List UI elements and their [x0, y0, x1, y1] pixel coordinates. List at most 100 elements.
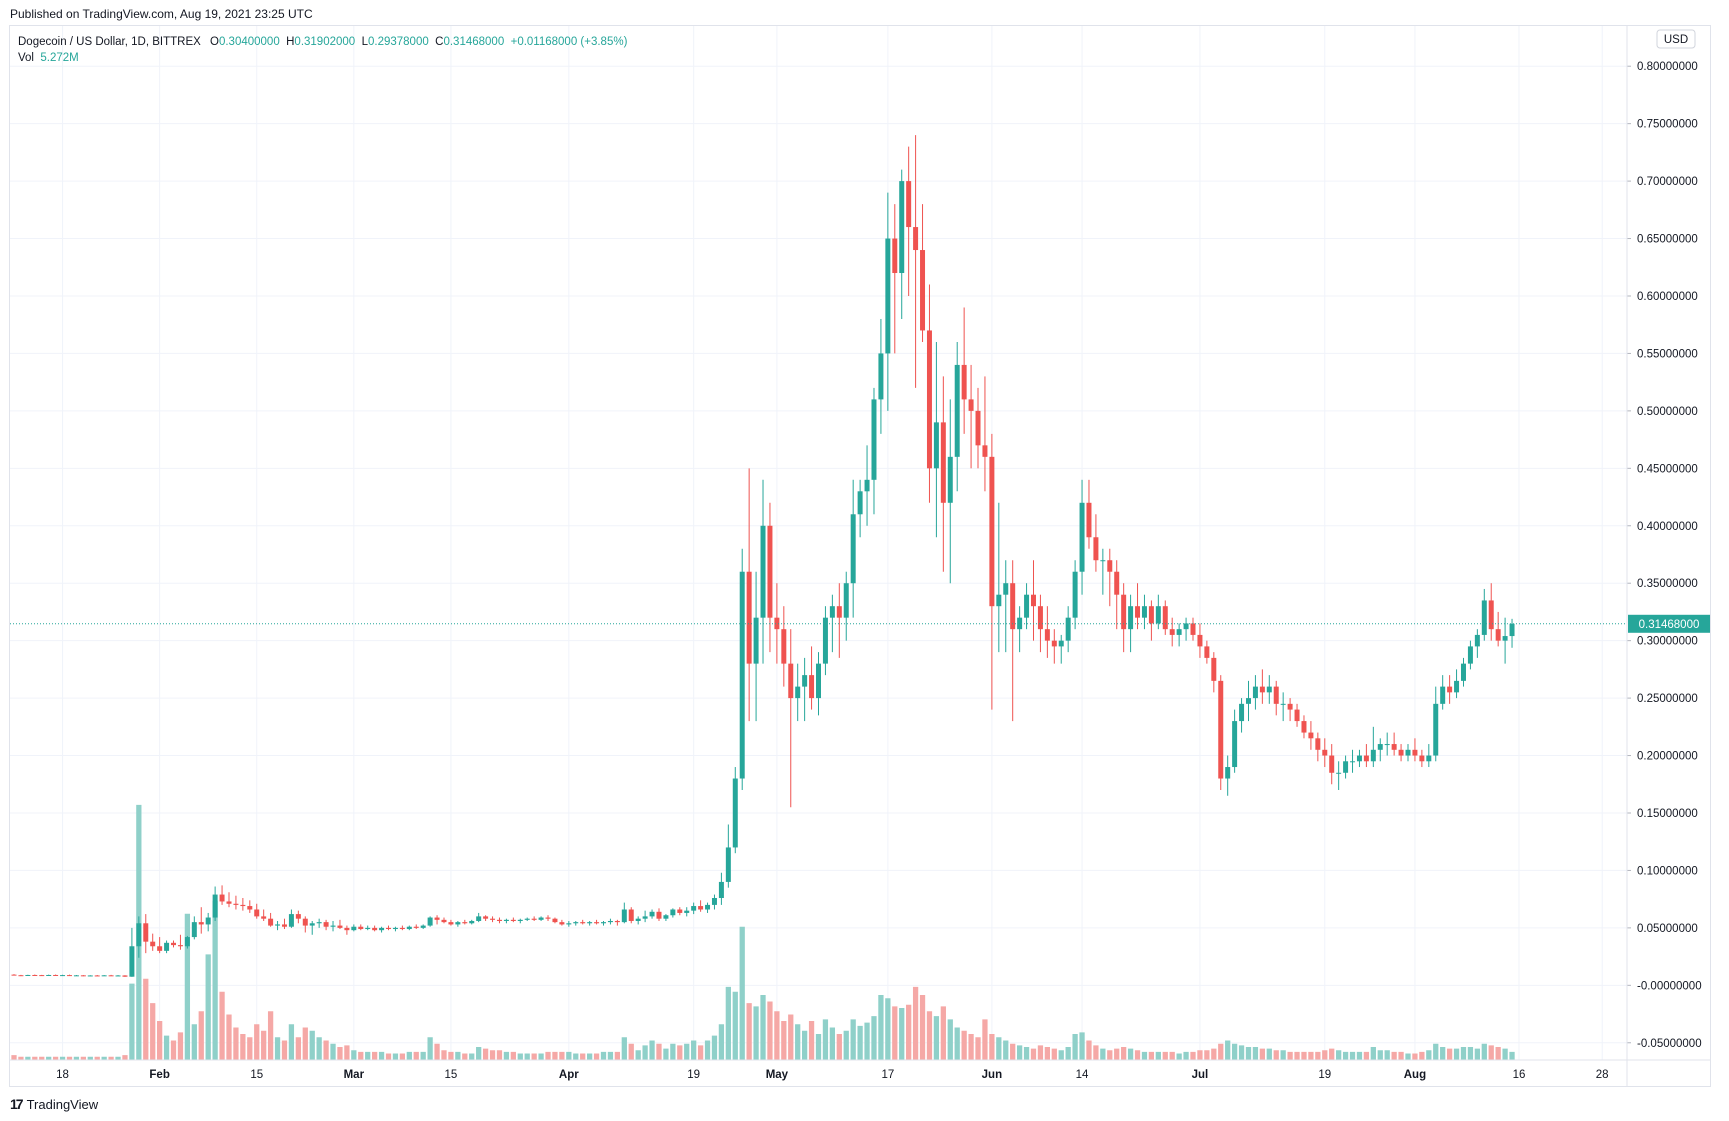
candle-body — [1058, 640, 1064, 647]
candle-body — [1121, 594, 1127, 630]
volume-bar — [580, 1053, 586, 1060]
volume-bar — [212, 900, 218, 1060]
volume-bar — [552, 1051, 558, 1060]
volume-bar — [1121, 1047, 1127, 1060]
candle-body — [1391, 744, 1397, 750]
candle-body — [1044, 629, 1050, 641]
price-candles — [11, 135, 1515, 977]
candle-body — [240, 904, 246, 907]
volume-bar — [32, 1056, 38, 1060]
volume-bar — [850, 1019, 856, 1060]
candle-body — [989, 456, 995, 607]
candle-body — [829, 606, 835, 618]
volume-bar — [871, 1016, 877, 1060]
candle-body — [1239, 703, 1245, 722]
candle-body — [379, 927, 385, 931]
y-tick-label: 0.30000000 — [1637, 636, 1698, 648]
volume-bar — [628, 1043, 634, 1060]
candle-body — [601, 922, 607, 924]
candle-body — [982, 445, 988, 457]
candle-body — [933, 422, 939, 469]
volume-bar — [482, 1048, 489, 1060]
volume-bar — [1211, 1048, 1217, 1060]
time-axis: 18 Feb 15 Mar 15 Apr 19 May 17 Jun 14 Jul 19 Aug 16 28 — [10, 1059, 1710, 1081]
volume-bar — [732, 991, 738, 1060]
candle-body — [961, 364, 967, 400]
volume-bar — [434, 1043, 440, 1060]
candle-body — [552, 918, 558, 923]
volume-bar — [143, 978, 149, 1060]
candle-body — [53, 974, 59, 976]
volume-bar — [822, 1019, 829, 1060]
candle-body — [1398, 749, 1404, 756]
y-tick-label: 0.65000000 — [1637, 234, 1698, 246]
volume-bar — [1377, 1050, 1383, 1060]
volume-bar — [1065, 1047, 1071, 1060]
volume-bar — [697, 1045, 704, 1060]
volume-bar — [1370, 1047, 1376, 1060]
y-tick-label: -0.05000000 — [1637, 1038, 1702, 1050]
volume-bar — [843, 1030, 849, 1060]
candle-body — [184, 937, 190, 947]
volume-bar — [1093, 1045, 1099, 1060]
volume-bar — [1329, 1048, 1335, 1060]
volume-bar — [781, 1021, 787, 1060]
close-value: 0.31468000 — [443, 36, 505, 48]
volume-bar — [725, 986, 731, 1060]
candle-body — [1363, 755, 1369, 762]
candle-body — [940, 422, 946, 503]
candle-body — [1294, 709, 1300, 722]
volume-bar — [489, 1050, 496, 1060]
x-tick-label: May — [766, 1069, 789, 1081]
candle-body — [1266, 686, 1272, 693]
volume-bar — [718, 1024, 725, 1060]
volume-bar — [18, 1056, 24, 1060]
volume-bar — [1107, 1050, 1113, 1060]
candle-body — [614, 920, 620, 923]
volume-bar — [1440, 1047, 1446, 1060]
candle-body — [337, 925, 343, 928]
volume-bar — [372, 1051, 378, 1060]
volume-bar — [635, 1050, 641, 1060]
volume-bar — [621, 1037, 627, 1060]
volume-bar — [66, 1056, 73, 1060]
volume-bar — [1016, 1045, 1023, 1060]
volume-bar — [739, 926, 745, 1060]
volume-bar — [392, 1053, 399, 1060]
volume-bar — [462, 1053, 468, 1060]
volume-bar — [448, 1051, 454, 1060]
volume-bar — [961, 1030, 967, 1060]
candle-body — [25, 974, 31, 976]
volume-bar — [316, 1037, 322, 1060]
low-label: L — [361, 36, 368, 48]
volume-bar — [25, 1056, 31, 1060]
candle-body — [288, 914, 294, 927]
candle-body — [954, 364, 960, 457]
candle-body — [365, 927, 371, 930]
volume-bar — [691, 1040, 697, 1060]
volume-bar — [1426, 1050, 1432, 1060]
x-tick-label: 19 — [687, 1069, 700, 1081]
candle-body — [212, 894, 218, 918]
candle-body — [920, 250, 926, 331]
candle-body — [580, 922, 586, 924]
candle-body — [885, 238, 891, 354]
volume-bars — [11, 804, 1515, 1060]
volume-bar — [1384, 1050, 1390, 1060]
candle-body — [490, 918, 496, 920]
volume-bar — [150, 1003, 156, 1060]
chart-frame — [9, 25, 1711, 1087]
volume-bar — [1287, 1051, 1293, 1060]
volume-bar — [337, 1047, 343, 1060]
candle-body — [1460, 663, 1466, 681]
published-caption: Published on TradingView.com, Aug 19, 20… — [10, 7, 313, 21]
x-tick-label: Jun — [982, 1069, 1002, 1081]
volume-bar — [767, 1001, 773, 1060]
candle-body — [129, 946, 135, 977]
tradingview-footer[interactable]: 17 TradingView — [10, 1096, 98, 1112]
volume-bar — [261, 1030, 267, 1060]
y-tick-label: 0.60000000 — [1637, 291, 1698, 303]
candle-body — [663, 915, 669, 919]
volume-bar — [177, 1032, 184, 1060]
